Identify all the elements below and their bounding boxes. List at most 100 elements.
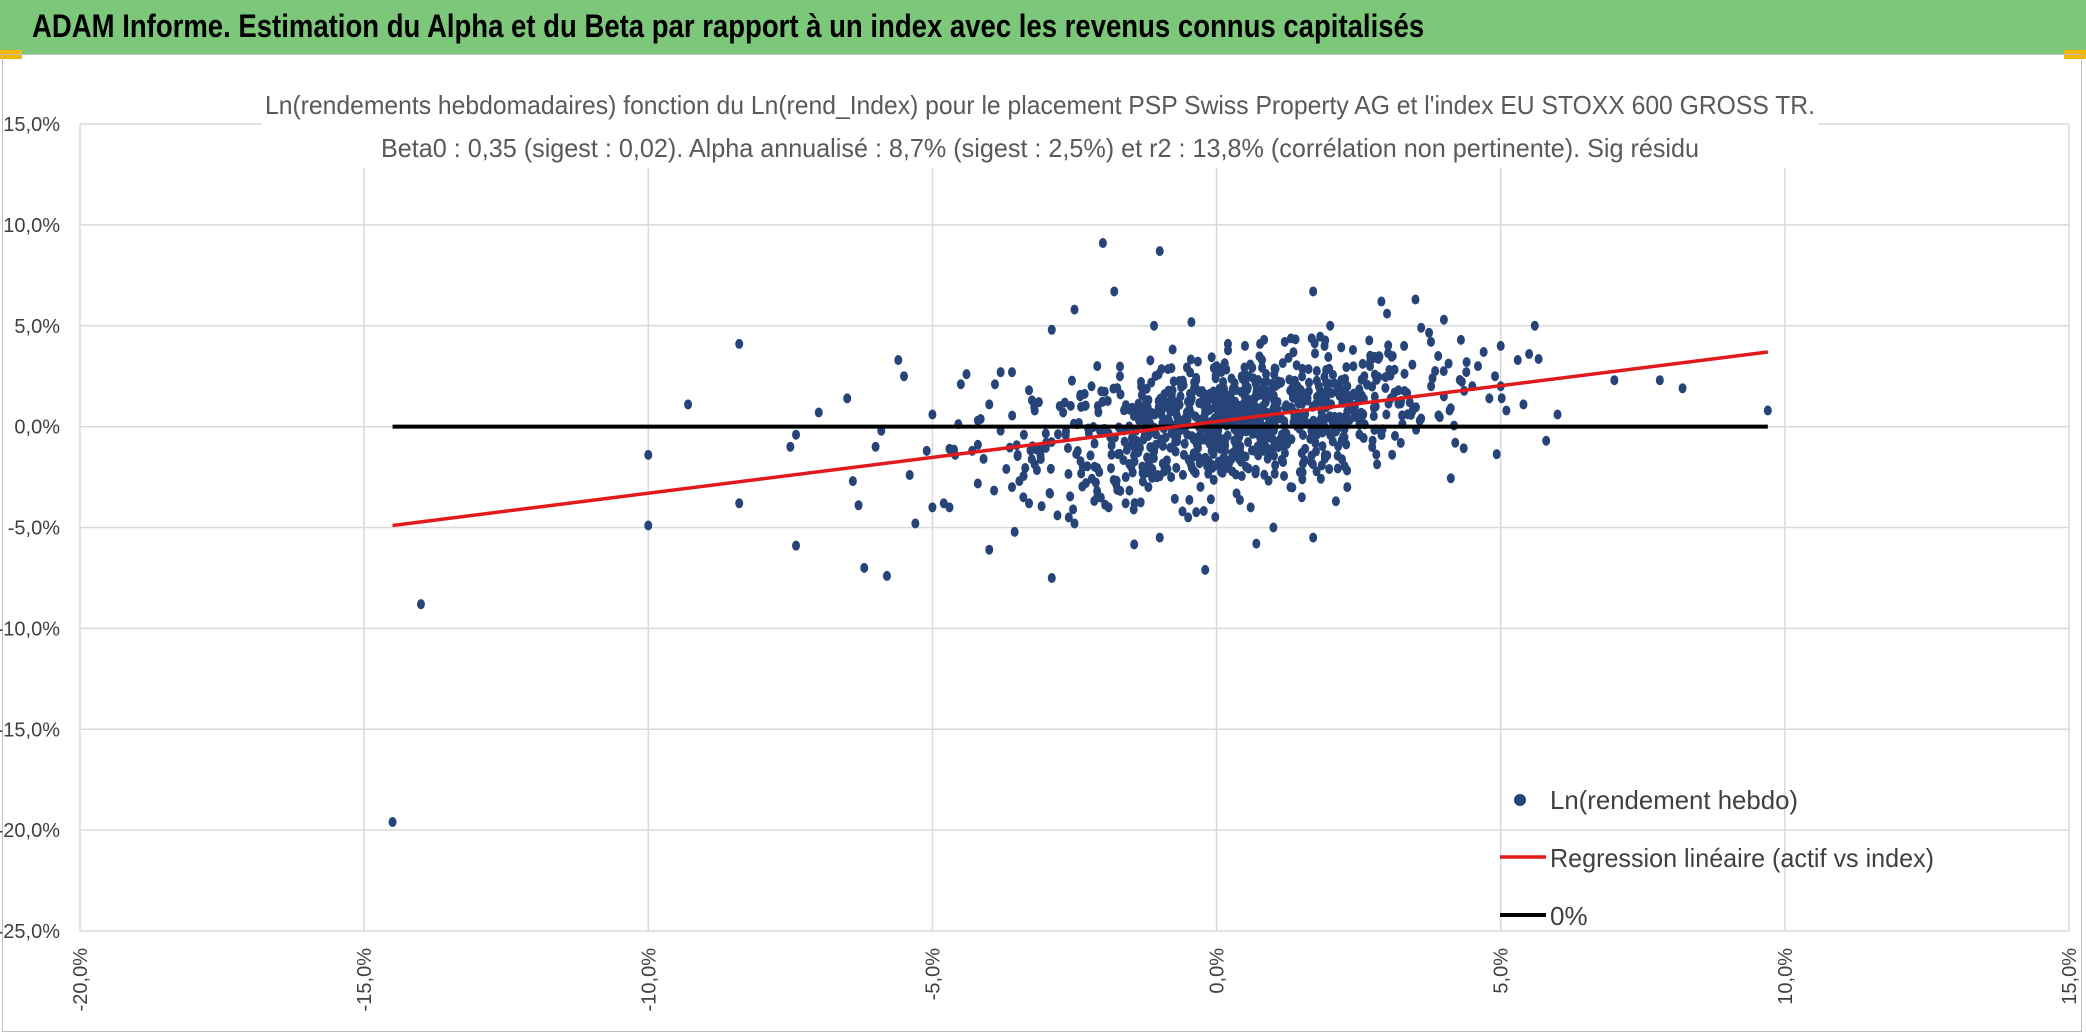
data-point: [1136, 376, 1145, 387]
chart-title-line1: Ln(rendements hebdomadaires) fonction du…: [265, 90, 1815, 120]
data-point: [1261, 440, 1270, 451]
data-point: [1087, 381, 1096, 392]
data-point: [1178, 469, 1187, 480]
data-point: [1542, 435, 1551, 446]
data-point: [1343, 465, 1352, 476]
data-point: [1251, 390, 1260, 401]
data-point: [1445, 405, 1454, 416]
data-point: [388, 817, 397, 828]
data-point: [1138, 467, 1147, 478]
data-point: [1446, 473, 1455, 484]
data-point: [1150, 320, 1159, 331]
data-point: [1322, 392, 1331, 403]
data-point: [945, 443, 954, 454]
data-point: [1426, 336, 1435, 347]
data-point: [1357, 407, 1366, 418]
data-point: [1246, 502, 1255, 513]
y-tick-label: 5,0%: [14, 316, 60, 338]
data-point: [928, 502, 937, 513]
data-point: [1262, 376, 1271, 387]
data-point: [1178, 506, 1187, 517]
data-point: [1497, 393, 1506, 404]
data-point: [1231, 436, 1240, 447]
data-point: [1146, 355, 1155, 366]
data-point: [1530, 320, 1539, 331]
data-point: [996, 367, 1005, 378]
data-point: [1282, 400, 1291, 411]
data-point: [1330, 378, 1339, 389]
data-point: [1211, 373, 1220, 384]
data-point: [1439, 366, 1448, 377]
y-tick-label: -15,0%: [0, 719, 60, 741]
data-point: [1090, 461, 1099, 472]
report-title: ADAM Informe. Estimation du Alpha et du …: [32, 8, 1425, 44]
data-point: [792, 540, 801, 551]
data-point: [1266, 449, 1275, 460]
data-point: [1045, 487, 1054, 498]
data-point: [1150, 409, 1159, 420]
data-point: [922, 445, 931, 456]
data-point: [814, 407, 823, 418]
data-point: [1204, 394, 1213, 405]
data-point: [1434, 351, 1443, 362]
data-point: [1343, 482, 1352, 493]
data-point: [1311, 446, 1320, 457]
data-point: [644, 520, 653, 531]
data-point: [792, 429, 801, 440]
data-point: [1223, 338, 1232, 349]
data-point: [1154, 396, 1163, 407]
data-point: [1462, 357, 1471, 368]
data-point: [1069, 504, 1078, 515]
data-point: [1063, 443, 1072, 454]
data-point: [1199, 506, 1208, 517]
data-point: [1371, 401, 1380, 412]
data-point: [1207, 429, 1216, 440]
data-point: [1304, 364, 1313, 375]
data-point: [1121, 400, 1130, 411]
data-point: [1248, 428, 1257, 439]
data-point: [1309, 532, 1318, 543]
data-point: [1228, 384, 1237, 395]
data-point: [1655, 375, 1664, 386]
data-point: [1459, 443, 1468, 454]
data-point: [1274, 413, 1283, 424]
data-point: [1206, 494, 1215, 505]
data-point: [1763, 405, 1772, 416]
data-point: [973, 439, 982, 450]
data-point: [1093, 492, 1102, 503]
data-point: [1028, 395, 1037, 406]
data-point: [1037, 501, 1046, 512]
data-point: [1390, 430, 1399, 441]
data-point: [1140, 430, 1149, 441]
data-point: [1138, 411, 1147, 422]
data-point: [1142, 395, 1151, 406]
data-point: [1032, 465, 1041, 476]
data-point: [1400, 340, 1409, 351]
data-point: [973, 415, 982, 426]
data-point: [1314, 381, 1323, 392]
data-point: [1189, 448, 1198, 459]
data-point: [1066, 400, 1075, 411]
data-point: [1320, 340, 1329, 351]
data-point: [928, 409, 937, 420]
data-point: [1010, 526, 1019, 537]
data-point: [854, 500, 863, 511]
data-point: [1200, 434, 1209, 445]
data-point: [1076, 391, 1085, 402]
data-point: [1151, 370, 1160, 381]
data-point: [1064, 468, 1073, 479]
data-point: [1333, 450, 1342, 461]
data-point: [1383, 308, 1392, 319]
data-point: [1217, 436, 1226, 447]
data-point: [1337, 391, 1346, 402]
data-point: [1297, 492, 1306, 503]
data-point: [1368, 435, 1377, 446]
data-point: [1172, 462, 1181, 473]
data-point: [1304, 377, 1313, 388]
data-point: [1439, 314, 1448, 325]
data-point: [1332, 426, 1341, 437]
data-point: [1254, 450, 1263, 461]
data-point: [1496, 340, 1505, 351]
data-point: [1233, 447, 1242, 458]
data-point: [1207, 445, 1216, 456]
